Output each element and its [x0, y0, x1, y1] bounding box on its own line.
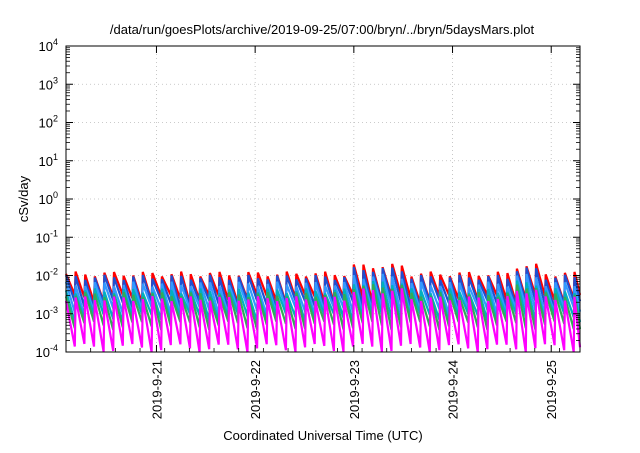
series-line-5 [64, 288, 582, 353]
x-tick-label: 2019-9-21 [149, 360, 164, 419]
y-tick-label: 10-4 [36, 343, 58, 360]
y-tick-label: 10-2 [36, 267, 58, 284]
x-tick-label: 2019-9-22 [248, 360, 263, 419]
y-tick-label: 104 [39, 37, 58, 54]
y-tick-label: 100 [39, 190, 58, 207]
chart-title: /data/run/goesPlots/archive/2019-09-25/0… [110, 22, 535, 37]
tick-layer: 10-4 10-3 10-2 10-1 100 101 102 103 104 2019-9-21… [36, 37, 580, 419]
y-axis-label: cSv/day [16, 175, 31, 222]
y-tick-label: 10-1 [36, 228, 58, 245]
y-tick-label: 102 [39, 114, 58, 131]
x-tick-label: 2019-9-23 [347, 360, 362, 419]
grid-layer [66, 46, 580, 352]
y-tick-label: 10-3 [36, 305, 58, 322]
series-layer [64, 263, 582, 353]
y-tick-label: 101 [39, 152, 58, 169]
x-tick-label: 2019-9-24 [446, 360, 461, 419]
x-tick-label: 2019-9-25 [544, 360, 559, 419]
y-tick-label: 103 [39, 75, 58, 92]
x-axis-label: Coordinated Universal Time (UTC) [223, 428, 422, 443]
